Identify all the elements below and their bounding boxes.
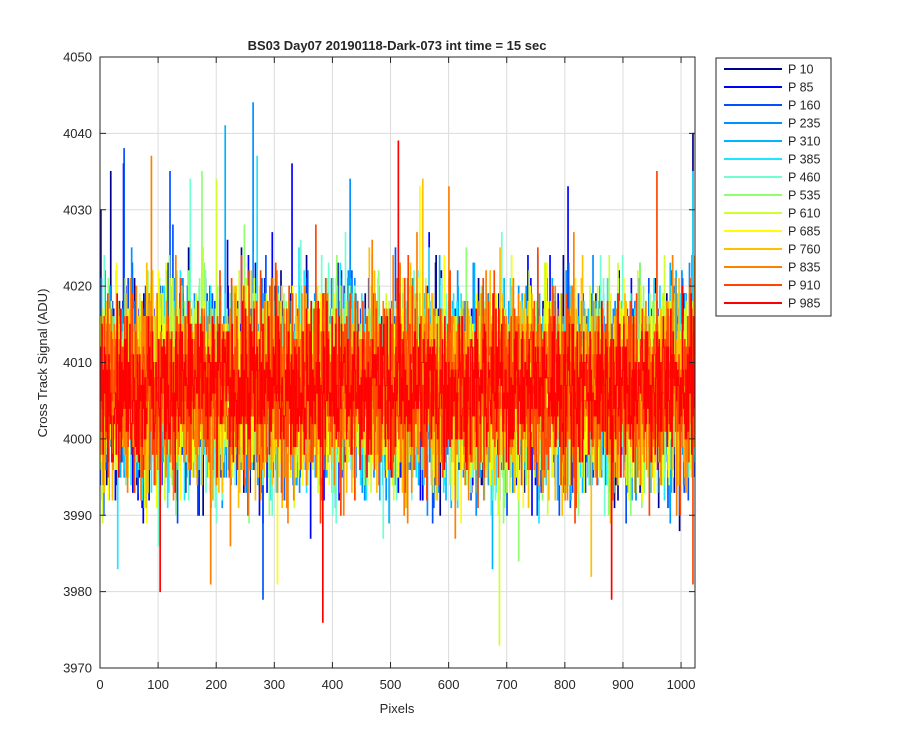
y-tick-label: 3980 xyxy=(63,584,92,599)
legend-box xyxy=(715,57,832,317)
legend-label: P 85 xyxy=(788,81,814,95)
chart-title: BS03 Day07 20190118-Dark-073 int time = … xyxy=(248,38,547,53)
x-tick-label: 100 xyxy=(147,677,169,692)
x-tick-label: 0 xyxy=(96,677,103,692)
legend-label: P 10 xyxy=(788,63,814,77)
x-tick-label: 600 xyxy=(438,677,460,692)
y-tick-label: 3990 xyxy=(63,508,92,523)
y-tick-label: 3970 xyxy=(63,661,92,676)
x-tick-label: 300 xyxy=(263,677,285,692)
series-line-p985 xyxy=(100,140,695,623)
y-tick-label: 4040 xyxy=(63,126,92,141)
x-tick-label: 1000 xyxy=(667,677,696,692)
legend-label: P 535 xyxy=(788,189,820,203)
y-tick-label: 4010 xyxy=(63,355,92,370)
x-tick-label: 400 xyxy=(322,677,344,692)
x-tick-label: 200 xyxy=(205,677,227,692)
legend-label: P 235 xyxy=(788,117,820,131)
y-tick-label: 4030 xyxy=(63,202,92,217)
x-tick-label: 700 xyxy=(496,677,518,692)
x-tick-label: 900 xyxy=(612,677,634,692)
legend-label: P 910 xyxy=(788,279,820,293)
x-axis-label: Pixels xyxy=(380,701,415,716)
y-tick-label: 4000 xyxy=(63,431,92,446)
legend: P 10 P 85 P 160 P 235 P 310 P 385 P 460 P 535 P … xyxy=(715,57,832,317)
x-tick-label: 500 xyxy=(380,677,402,692)
legend-label: P 610 xyxy=(788,207,820,221)
legend-label: P 685 xyxy=(788,225,820,239)
plot-area: 0 100 200 300 400 500 600 700 800 900 1000 3970 3980… xyxy=(63,50,695,693)
legend-label: P 760 xyxy=(788,243,820,257)
x-tick-label: 800 xyxy=(554,677,576,692)
legend-label: P 460 xyxy=(788,171,820,185)
y-axis-label: Cross Track Signal (ADU) xyxy=(35,289,50,438)
legend-label: P 385 xyxy=(788,153,820,167)
legend-label: P 310 xyxy=(788,135,820,149)
series-line-p910 xyxy=(100,171,695,585)
legend-label: P 160 xyxy=(788,99,820,113)
legend-label: P 835 xyxy=(788,261,820,275)
y-tick-label: 4020 xyxy=(63,279,92,294)
y-tick-label: 4050 xyxy=(63,50,92,65)
series-line-p835 xyxy=(100,155,695,585)
legend-label: P 985 xyxy=(788,297,820,311)
